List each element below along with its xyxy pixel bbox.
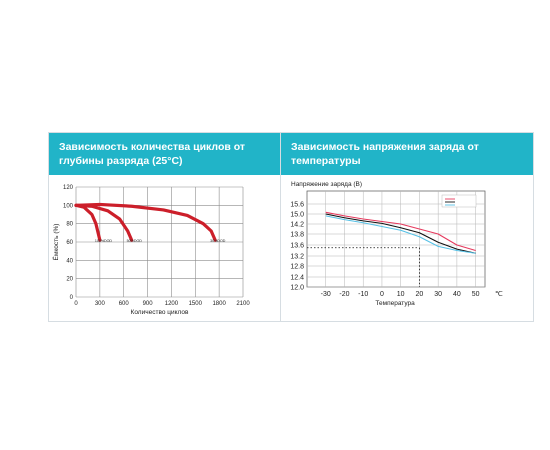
cycles-chart: 0 300 600 900 1200 1500 1800 2100 0 20 40 60 80 100 12… [52, 185, 250, 316]
y-tick-label: 15.0 [290, 212, 304, 219]
x-tick-label: -10 [358, 291, 368, 298]
voltage-chart: -30 -20 -10 0 10 20 30 40 50 ℃ 12.0 12.4 12.8 13.2 13.… [290, 181, 503, 307]
x-tick-label: 600 [119, 301, 130, 307]
x-tick-label: -30 [321, 291, 331, 298]
y-tick-label: 12.8 [290, 264, 304, 271]
x-tick-label: 300 [95, 301, 106, 307]
y-tick-label: 120 [63, 185, 74, 191]
x-tick-label: 1200 [165, 301, 179, 307]
y-tick-label: 60 [66, 240, 73, 246]
x-tick-label: -20 [339, 291, 349, 298]
x-tick-label: 900 [143, 301, 154, 307]
cycles-chart-header: Зависимость количества циклов от глубины… [49, 133, 301, 175]
y-tick-label: 13.2 [290, 254, 304, 261]
y-tick-label: 15.6 [290, 202, 304, 209]
voltage-line-red [325, 211, 476, 252]
y-tick-label: 14.2 [290, 222, 304, 229]
y-axis-title: Напряжение заряда (В) [291, 181, 362, 188]
x-tick-label: 1500 [189, 301, 203, 307]
capacity-curve [74, 202, 217, 242]
x-tick-label: 10 [397, 291, 405, 298]
y-tick-label: 40 [66, 258, 73, 264]
cycles-chart-title-line2: глубины разряда (25°C) [59, 155, 183, 167]
voltage-chart-title-line2: температуры [291, 155, 361, 167]
y-tick-label: 0 [70, 295, 74, 301]
x-tick-label: 0 [74, 301, 78, 307]
capacity-curve [74, 203, 134, 242]
series-label: 50%DOD [127, 239, 143, 243]
cycles-chart-title-line1: Зависимость количества циклов от [59, 141, 246, 153]
x-tick-label: 0 [380, 291, 384, 298]
x-tick-label: 20 [416, 291, 424, 298]
y-tick-label: 12.4 [290, 275, 304, 282]
capacity-curve [74, 203, 102, 242]
x-tick-label: 40 [453, 291, 461, 298]
voltage-chart-header: Зависимость напряжения заряда от темпера… [281, 133, 533, 175]
legend-box [441, 194, 477, 208]
y-tick-label: 100 [63, 203, 74, 209]
y-tick-label: 12.0 [290, 285, 304, 292]
x-tick-label: 1800 [212, 301, 226, 307]
cycles-chart-panel: Зависимость количества циклов от глубины… [48, 132, 302, 322]
x-axis-label: Температура [375, 300, 415, 307]
x-unit-label: ℃ [495, 291, 503, 298]
y-axis-label: Ёмкость (%) [52, 224, 60, 261]
voltage-chart-panel: Зависимость напряжения заряда от темпера… [280, 132, 534, 322]
series-label: 100%DOD [95, 239, 113, 243]
voltage-line-black [325, 213, 476, 254]
voltage-chart-title-line1: Зависимость напряжения заряда от [291, 141, 479, 153]
y-tick-label: 80 [66, 222, 73, 228]
y-tick-label: 20 [66, 277, 73, 283]
y-tick-label: 13.6 [290, 243, 304, 250]
y-tick-label: 13.8 [290, 232, 304, 239]
x-axis-label: Количество циклов [131, 309, 189, 316]
series-label: 30%DOD [210, 239, 226, 243]
x-tick-label: 2100 [236, 301, 250, 307]
x-tick-label: 50 [472, 291, 480, 298]
voltage-line-blue [325, 215, 476, 254]
x-tick-label: 30 [434, 291, 442, 298]
